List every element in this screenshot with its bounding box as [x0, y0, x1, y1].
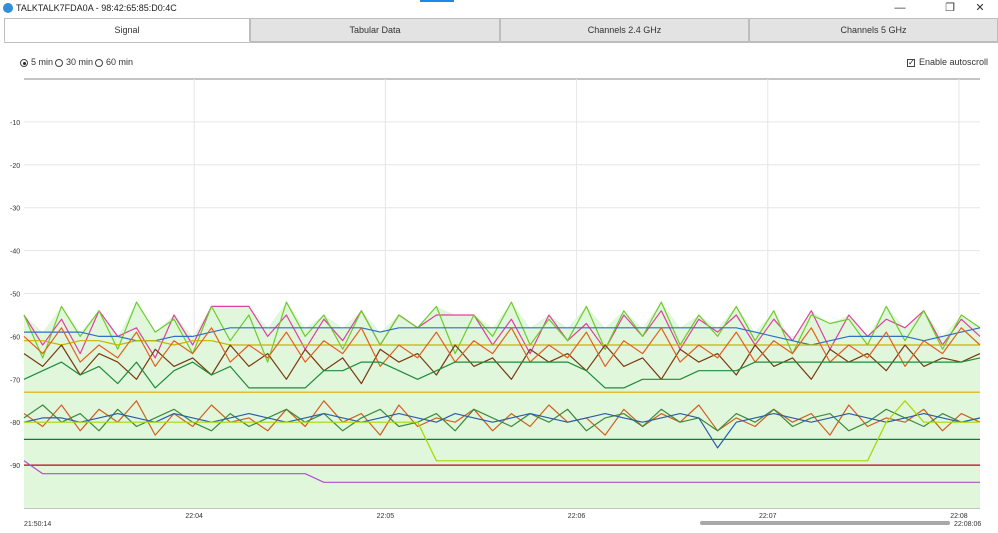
series-line-0 — [23, 305, 981, 359]
minimize-button[interactable]: — — [894, 2, 906, 14]
series-line-6 — [23, 357, 981, 389]
radio-selected-icon — [20, 59, 28, 67]
loading-indicator — [420, 0, 454, 2]
radio-5min-label: 5 min — [31, 57, 54, 67]
autoscroll-toggle[interactable]: Enable autoscroll — [907, 57, 988, 69]
radio-icon — [95, 59, 103, 67]
x-tick-label: 22:08 — [950, 513, 968, 520]
y-tick-label: -80 — [10, 420, 20, 427]
radio-30min-label: 30 min — [66, 57, 94, 67]
x-tick-label: 22:07 — [759, 513, 777, 520]
range-start-label: 21:50:14 — [24, 521, 52, 528]
tab-channels-24ghz[interactable]: Channels 2.4 GHz — [500, 18, 749, 42]
checkbox-icon — [907, 57, 915, 68]
tab-channels-5ghz[interactable]: Channels 5 GHz — [749, 18, 998, 42]
autoscroll-label: Enable autoscroll — [919, 57, 989, 67]
series-line-4 — [23, 344, 981, 385]
radio-icon — [55, 59, 63, 67]
y-tick-label: -30 — [10, 206, 20, 213]
series-line-2 — [24, 327, 981, 346]
radio-60min[interactable]: 60 min — [95, 57, 133, 69]
radio-60min-label: 60 min — [106, 57, 134, 67]
range-end-label: 22:08:06 — [954, 521, 982, 528]
x-tick-label: 22:04 — [185, 513, 203, 520]
wifi-app-icon — [3, 3, 13, 13]
y-tick-label: -50 — [10, 292, 20, 299]
radio-30min[interactable]: 30 min — [55, 57, 93, 69]
tab-bar: Signal Tabular Data Channels 2.4 GHz Cha… — [4, 18, 998, 43]
window-title: TALKTALK7FDA0A - 98:42:65:85:D0:4C — [16, 3, 177, 13]
close-button[interactable]: ✕ — [975, 2, 985, 14]
y-tick-label: -20 — [10, 163, 20, 170]
restore-button[interactable]: ❐ — [945, 2, 955, 14]
timeline-scrollbar[interactable] — [700, 521, 950, 525]
signal-chart: -10 -20 -30 -40 -50 -60 -70 -80 -90 22:04 22:05 22:… — [10, 78, 981, 520]
series-line-10 — [23, 413, 981, 449]
y-tick-label: -70 — [10, 377, 20, 384]
series-line-14 — [23, 460, 980, 483]
y-tick-label: -10 — [10, 120, 20, 127]
x-tick-label: 22:06 — [568, 513, 586, 520]
title-bar: TALKTALK7FDA0A - 98:42:65:85:D0:4C — ❐ ✕ — [0, 0, 998, 16]
y-tick-label: -60 — [10, 334, 20, 341]
y-tick-label: -90 — [10, 463, 20, 470]
x-tick-label: 22:05 — [377, 513, 395, 520]
signal-area-fill — [24, 302, 980, 508]
tab-tabular-data[interactable]: Tabular Data — [250, 18, 500, 42]
tab-divider — [4, 42, 998, 43]
y-tick-label: -40 — [10, 249, 20, 256]
tab-signal[interactable]: Signal — [4, 18, 250, 42]
radio-5min[interactable]: 5 min — [20, 57, 53, 69]
series-line-12 — [24, 400, 980, 462]
series-line-5 — [23, 327, 981, 367]
